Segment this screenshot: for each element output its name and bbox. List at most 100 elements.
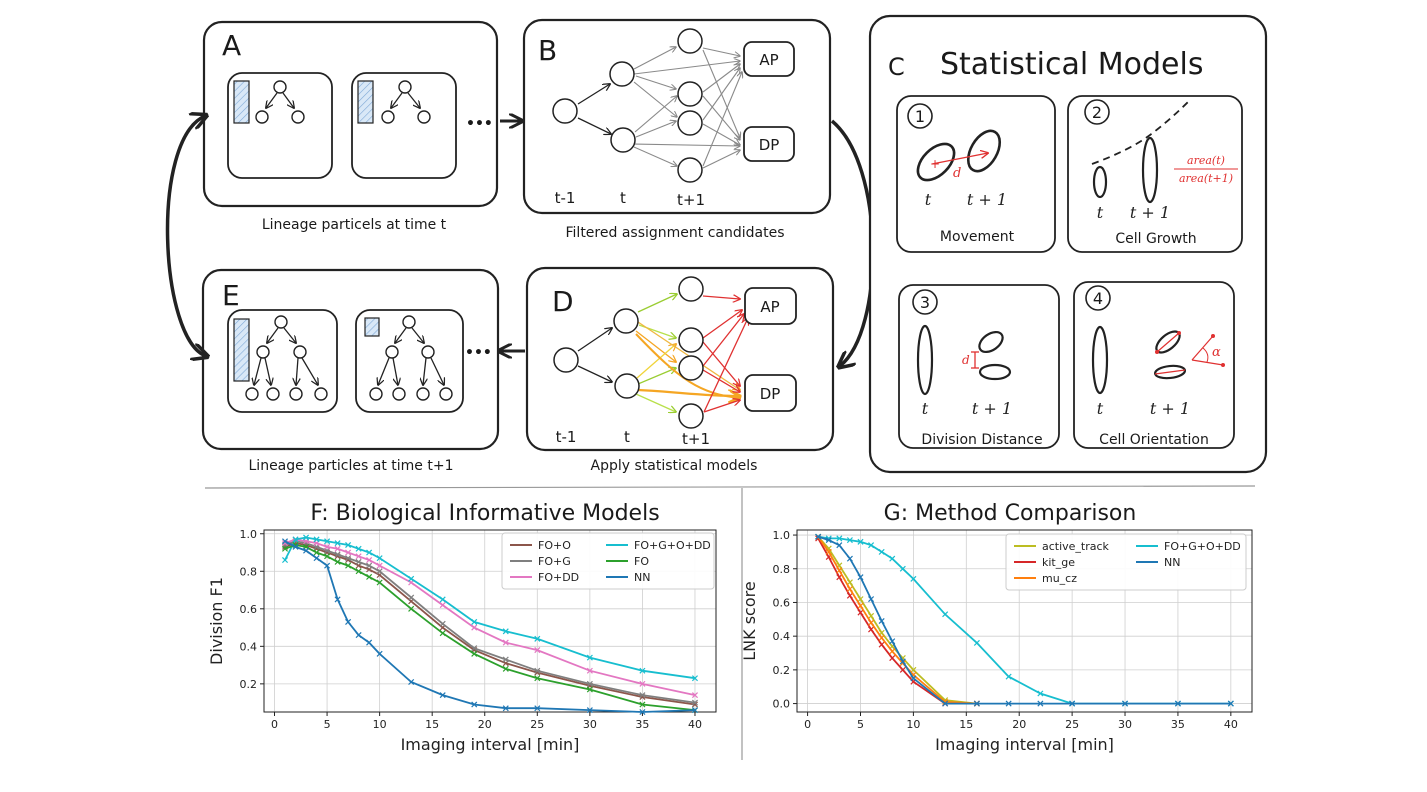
point-marker bbox=[1069, 700, 1076, 707]
point-marker bbox=[408, 605, 415, 612]
data-point-NN bbox=[313, 555, 320, 562]
panel-b-caption: Filtered assignment candidates bbox=[566, 225, 785, 241]
model-4-number: 4 bbox=[1093, 289, 1103, 308]
data-point-mu_cz bbox=[868, 619, 875, 626]
point-marker bbox=[868, 619, 875, 626]
data-point-NN bbox=[281, 538, 289, 545]
point-marker bbox=[910, 575, 917, 582]
point-marker bbox=[345, 541, 352, 549]
data-point-FO+DD bbox=[691, 692, 699, 699]
point-marker bbox=[334, 540, 341, 547]
model-2-label: Cell Growth bbox=[1115, 231, 1196, 247]
data-point-FO+G bbox=[502, 656, 509, 663]
legend-label-mu_cz: mu_cz bbox=[1042, 572, 1077, 585]
data-point-FO+G+O+DD bbox=[439, 596, 446, 603]
point-marker bbox=[1005, 673, 1012, 680]
data-point-NN bbox=[878, 617, 885, 625]
point-marker bbox=[691, 675, 699, 682]
ap-box-d bbox=[744, 287, 797, 325]
data-point-NN bbox=[910, 675, 917, 682]
point-marker bbox=[281, 538, 289, 545]
data-point-NN bbox=[1227, 700, 1234, 707]
point-marker bbox=[1121, 700, 1129, 707]
data-point-FO+G bbox=[366, 562, 373, 569]
data-point-FO+DD bbox=[355, 553, 362, 560]
chart-g-ticks: 0 5 10 15 20 25 30 35 40 0.0 0.2 0.4 0.6 0.8 1.0 bbox=[773, 529, 1238, 731]
movement-distance-label: d bbox=[953, 166, 961, 181]
point-marker bbox=[355, 553, 362, 560]
data-point-FO+DD bbox=[586, 667, 593, 674]
data-point-FO+G+O+DD bbox=[836, 535, 843, 542]
data-point-FO+G+O+DD bbox=[281, 556, 289, 564]
data-point-FO+G+O+DD bbox=[292, 536, 299, 543]
growth-t-label: t bbox=[1097, 203, 1104, 222]
data-point-NN bbox=[376, 650, 383, 657]
panel-d-caption: Apply statistical models bbox=[591, 458, 758, 474]
legend-label-FO+G+O+DD: FO+G+O+DD bbox=[634, 539, 711, 552]
chart-g-title: G: Method Comparison bbox=[884, 501, 1137, 526]
point-marker bbox=[376, 650, 383, 657]
data-point-FO bbox=[313, 549, 320, 556]
data-point-kit_ge bbox=[857, 609, 864, 616]
tick-label-y: 0.8 bbox=[240, 565, 258, 578]
point-marker bbox=[502, 656, 509, 663]
point-marker bbox=[292, 543, 299, 550]
series-line-kit_ge bbox=[817, 537, 977, 705]
point-marker bbox=[345, 549, 352, 556]
data-point-NN bbox=[899, 658, 906, 665]
data-point-NN bbox=[334, 596, 341, 603]
data-point-FO bbox=[366, 573, 373, 580]
point-marker bbox=[836, 574, 843, 581]
point-marker bbox=[439, 630, 446, 637]
series-line-FO+DD bbox=[284, 538, 696, 696]
tick-label-x: 35 bbox=[635, 718, 649, 731]
point-marker bbox=[439, 602, 446, 609]
point-marker bbox=[942, 611, 949, 618]
point-marker bbox=[502, 639, 509, 646]
point-marker bbox=[639, 708, 646, 716]
division-distance-d: d bbox=[962, 353, 970, 367]
data-point-FO bbox=[439, 630, 446, 637]
tick-label-y: 0.2 bbox=[240, 678, 258, 691]
orientation-t1-label: t + 1 bbox=[1150, 399, 1190, 418]
data-point-FO bbox=[376, 579, 383, 586]
candidate-graph-b: AP DP bbox=[552, 28, 795, 183]
scored-graph-d: AP DP bbox=[553, 276, 797, 429]
ap-box-b bbox=[743, 41, 795, 77]
data-point-FO+G+O+DD bbox=[534, 635, 541, 642]
model-3-label: Division Distance bbox=[921, 432, 1042, 448]
data-point-NN bbox=[355, 632, 362, 639]
data-point-NN bbox=[815, 533, 822, 540]
point-marker bbox=[439, 692, 446, 699]
chart-f-series bbox=[281, 534, 699, 716]
data-point-FO+G+O+DD bbox=[639, 667, 646, 674]
point-marker bbox=[857, 574, 864, 581]
tick-label-x: 30 bbox=[583, 718, 597, 731]
data-point-kit_ge bbox=[836, 574, 843, 581]
data-point-FO+G bbox=[355, 558, 362, 565]
legend-label-FO: FO bbox=[634, 555, 649, 568]
panel-d-letter: D bbox=[552, 285, 574, 318]
chart-f-title: F: Biological Informative Models bbox=[310, 501, 659, 526]
legend-box bbox=[1005, 533, 1247, 591]
model-4-label: Cell Orientation bbox=[1099, 432, 1209, 448]
point-marker bbox=[355, 545, 362, 552]
data-point-FO+G bbox=[408, 594, 415, 601]
data-point-FO+G+O+DD bbox=[355, 545, 362, 552]
point-marker bbox=[868, 542, 875, 549]
series-line-FO+G bbox=[284, 540, 696, 704]
point-marker bbox=[502, 665, 509, 672]
point-marker bbox=[846, 579, 853, 586]
data-point-NN bbox=[825, 537, 832, 544]
chart-g-ylabel: LNK score bbox=[740, 581, 759, 660]
point-marker bbox=[639, 692, 646, 699]
tick-label-x: 35 bbox=[1171, 718, 1185, 731]
point-marker bbox=[324, 553, 331, 560]
data-point-NN bbox=[303, 547, 310, 554]
point-marker bbox=[825, 548, 832, 555]
arrow-b-to-d bbox=[830, 119, 875, 366]
panel-b: B bbox=[522, 18, 832, 241]
growth-t1-label: t + 1 bbox=[1130, 203, 1170, 222]
data-point-FO+G+O+DD bbox=[502, 628, 509, 635]
data-point-FO+DD bbox=[366, 556, 373, 564]
